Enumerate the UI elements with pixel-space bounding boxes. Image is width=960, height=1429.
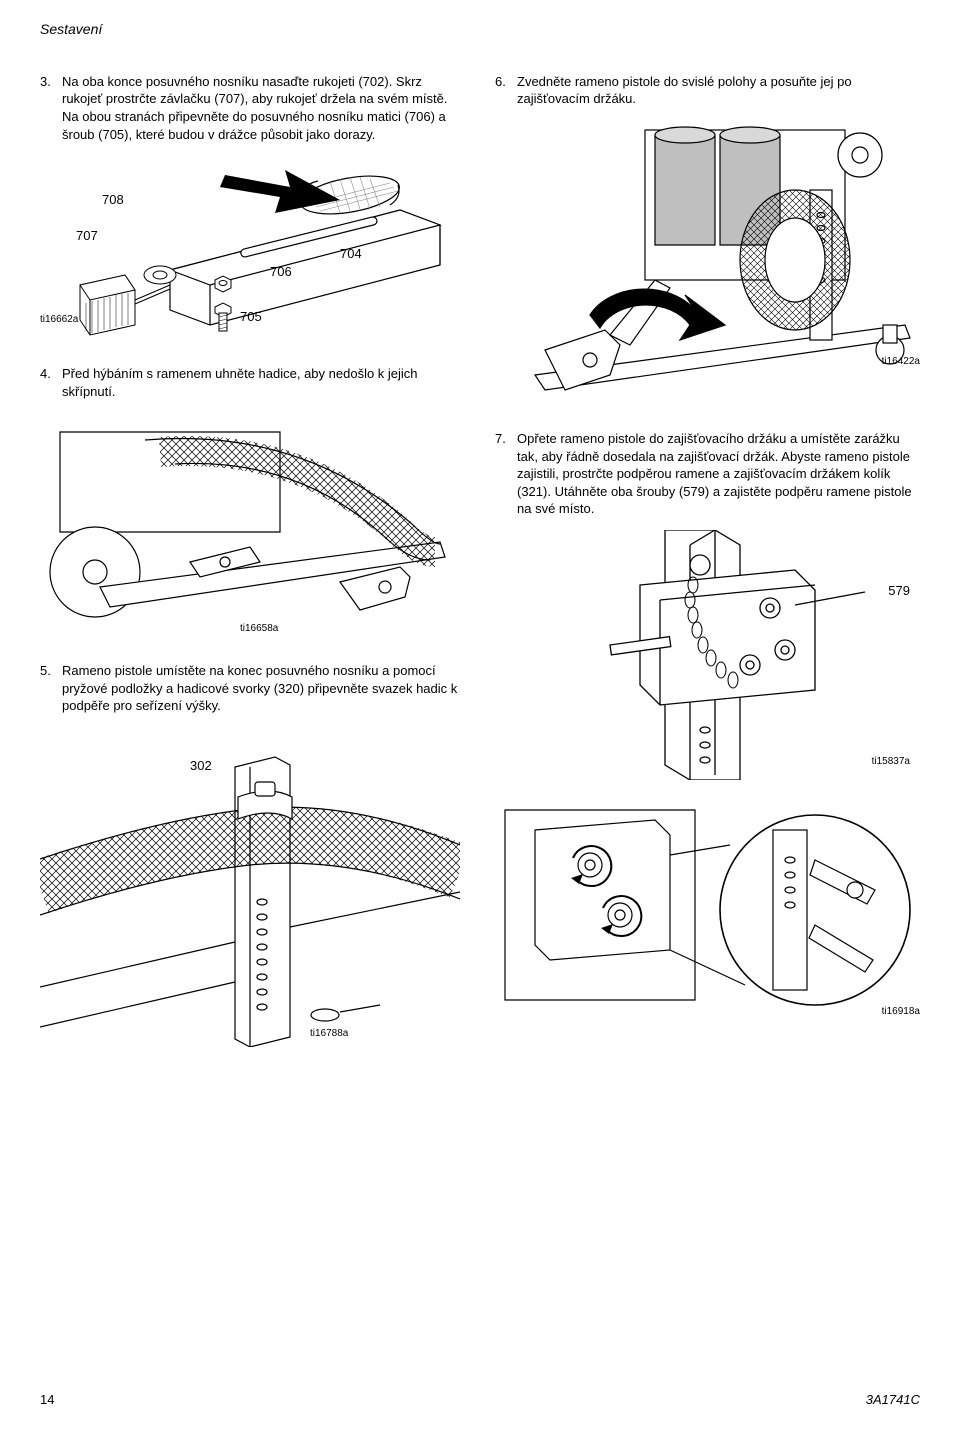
step-text: Opřete rameno pistole do zajišťovacího d… [517,430,920,518]
page-footer: 14 3A1741C [40,1391,920,1409]
step-7: 7. Opřete rameno pistole do zajišťovacíh… [495,430,920,518]
callout-302: 302 [190,757,212,775]
figure-handle-assembly: 708 707 706 704 705 ti16662a [40,155,465,345]
figref-ti15837a: ti15837a [872,755,910,769]
step-4: 4. Před hýbáním s ramenem uhněte hadice,… [40,365,465,400]
step-number: 3. [40,73,62,143]
callout-706: 706 [270,263,292,281]
step-6: 6. Zvedněte rameno pistole do svislé pol… [495,73,920,108]
step-text: Na oba konce posuvného nosníku nasaďte r… [62,73,465,143]
step-text: Rameno pistole umístěte na konec posuvné… [62,662,465,715]
step-number: 7. [495,430,517,518]
step-number: 4. [40,365,62,400]
figref-ti16422a: ti16422a [882,355,920,369]
page-number: 14 [40,1391,54,1409]
figure-hose-clamp: 302 ti16788a [40,727,465,1047]
content-columns: 3. Na oba konce posuvného nosníku nasaďt… [40,73,920,1067]
step-text: Před hýbáním s ramenem uhněte hadice, ab… [62,365,465,400]
callout-704: 704 [340,245,362,263]
figref-ti16918a: ti16918a [882,1005,920,1019]
callout-579: 579 [888,582,910,600]
figure-hose-clearance: ti16658a [40,412,465,642]
right-column: 6. Zvedněte rameno pistole do svislé pol… [495,73,920,1067]
step-number: 6. [495,73,517,108]
figure-detail-tighten: ti16918a [495,800,920,1030]
step-5: 5. Rameno pistole umístěte na konec posu… [40,662,465,715]
section-header: Sestavení [40,20,920,39]
figref-ti16788a: ti16788a [310,1027,348,1041]
figure-raise-arm: ti16422a [495,120,920,410]
doc-number: 3A1741C [866,1391,920,1409]
figure-bracket-bolts: 579 ti15837a [495,530,920,780]
figref-ti16658a: ti16658a [240,622,278,636]
callout-708: 708 [102,191,124,209]
callout-707: 707 [76,227,98,245]
step-3: 3. Na oba konce posuvného nosníku nasaďt… [40,73,465,143]
step-number: 5. [40,662,62,715]
callout-705: 705 [240,308,262,326]
figref-ti16662a: ti16662a [40,313,78,327]
step-text: Zvedněte rameno pistole do svislé polohy… [517,73,920,108]
left-column: 3. Na oba konce posuvného nosníku nasaďt… [40,73,465,1067]
